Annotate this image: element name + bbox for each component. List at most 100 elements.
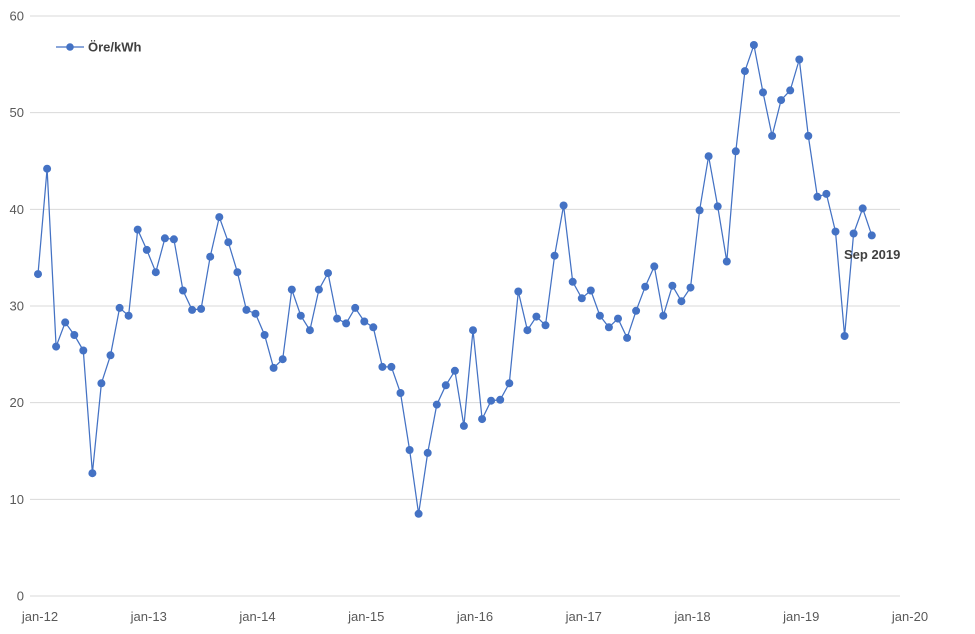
data-point	[850, 230, 858, 238]
data-point	[460, 422, 468, 430]
y-tick-label: 0	[17, 589, 24, 604]
data-point	[822, 190, 830, 198]
data-point	[523, 326, 531, 334]
data-point	[134, 226, 142, 234]
x-tick-label: jan-16	[456, 609, 493, 624]
data-point	[442, 381, 450, 389]
data-point	[569, 278, 577, 286]
data-point	[632, 307, 640, 315]
data-point	[705, 152, 713, 160]
data-point	[768, 132, 776, 140]
data-point	[623, 334, 631, 342]
data-point	[804, 132, 812, 140]
data-point	[179, 287, 187, 295]
data-point	[469, 326, 477, 334]
data-point	[43, 165, 51, 173]
data-point	[832, 228, 840, 236]
data-point	[397, 389, 405, 397]
data-point	[596, 312, 604, 320]
data-point	[659, 312, 667, 320]
y-tick-label: 20	[10, 395, 24, 410]
data-point	[578, 294, 586, 302]
y-tick-label: 40	[10, 202, 24, 217]
data-point	[152, 268, 160, 276]
data-point	[252, 310, 260, 318]
data-point	[496, 396, 504, 404]
data-point	[107, 351, 115, 359]
data-point	[424, 449, 432, 457]
data-point	[306, 326, 314, 334]
data-point	[868, 231, 876, 239]
data-point	[841, 332, 849, 340]
data-point	[587, 287, 595, 295]
x-tick-label: jan-15	[347, 609, 384, 624]
data-point	[79, 347, 87, 355]
data-point	[786, 86, 794, 94]
y-axis-ticks: 0 10 20 30 40 50 60	[10, 9, 24, 604]
data-point	[732, 147, 740, 155]
data-point	[487, 397, 495, 405]
x-tick-label: jan-13	[130, 609, 167, 624]
data-point	[170, 235, 178, 243]
data-point	[261, 331, 269, 339]
data-point	[505, 379, 513, 387]
data-point	[605, 323, 613, 331]
data-point	[641, 283, 649, 291]
data-point	[433, 401, 441, 409]
data-point	[759, 88, 767, 96]
x-axis-ticks: jan-12 jan-13 jan-14 jan-15 jan-16 jan-17 jan-…	[21, 609, 928, 624]
data-point	[451, 367, 459, 375]
data-point	[542, 321, 550, 329]
x-tick-label: jan-19	[782, 609, 819, 624]
data-point	[532, 313, 540, 321]
data-point	[143, 246, 151, 254]
data-point	[668, 282, 676, 290]
data-point	[333, 315, 341, 323]
data-point	[324, 269, 332, 277]
legend-label: Öre/kWh	[88, 40, 142, 55]
data-point	[696, 206, 704, 214]
y-tick-label: 10	[10, 492, 24, 507]
data-point	[188, 306, 196, 314]
data-point	[125, 312, 133, 320]
data-point	[233, 268, 241, 276]
data-point	[723, 258, 731, 266]
data-point	[206, 253, 214, 261]
data-point	[714, 202, 722, 210]
data-point	[242, 306, 250, 314]
x-tick-label: jan-18	[673, 609, 710, 624]
data-point	[270, 364, 278, 372]
x-tick-label: jan-14	[238, 609, 275, 624]
data-point	[297, 312, 305, 320]
data-point	[813, 193, 821, 201]
x-tick-label: jan-20	[891, 609, 928, 624]
data-point	[514, 288, 522, 296]
data-point	[560, 202, 568, 210]
legend: Öre/kWh	[56, 40, 142, 55]
data-point	[378, 363, 386, 371]
series-line	[38, 45, 872, 514]
data-point	[342, 319, 350, 327]
data-point	[387, 363, 395, 371]
data-point	[288, 286, 296, 294]
data-point	[116, 304, 124, 312]
data-point	[61, 318, 69, 326]
data-point	[478, 415, 486, 423]
data-point	[70, 331, 78, 339]
y-tick-label: 30	[10, 299, 24, 314]
data-point	[360, 318, 368, 326]
x-tick-label: jan-12	[21, 609, 58, 624]
data-point	[741, 67, 749, 75]
data-point	[614, 315, 622, 323]
data-point	[34, 270, 42, 278]
data-point	[224, 238, 232, 246]
gridlines	[30, 16, 900, 596]
data-point	[351, 304, 359, 312]
y-tick-label: 60	[10, 9, 24, 24]
data-point	[161, 234, 169, 242]
data-point	[859, 204, 867, 212]
data-point	[750, 41, 758, 49]
data-point	[777, 96, 785, 104]
